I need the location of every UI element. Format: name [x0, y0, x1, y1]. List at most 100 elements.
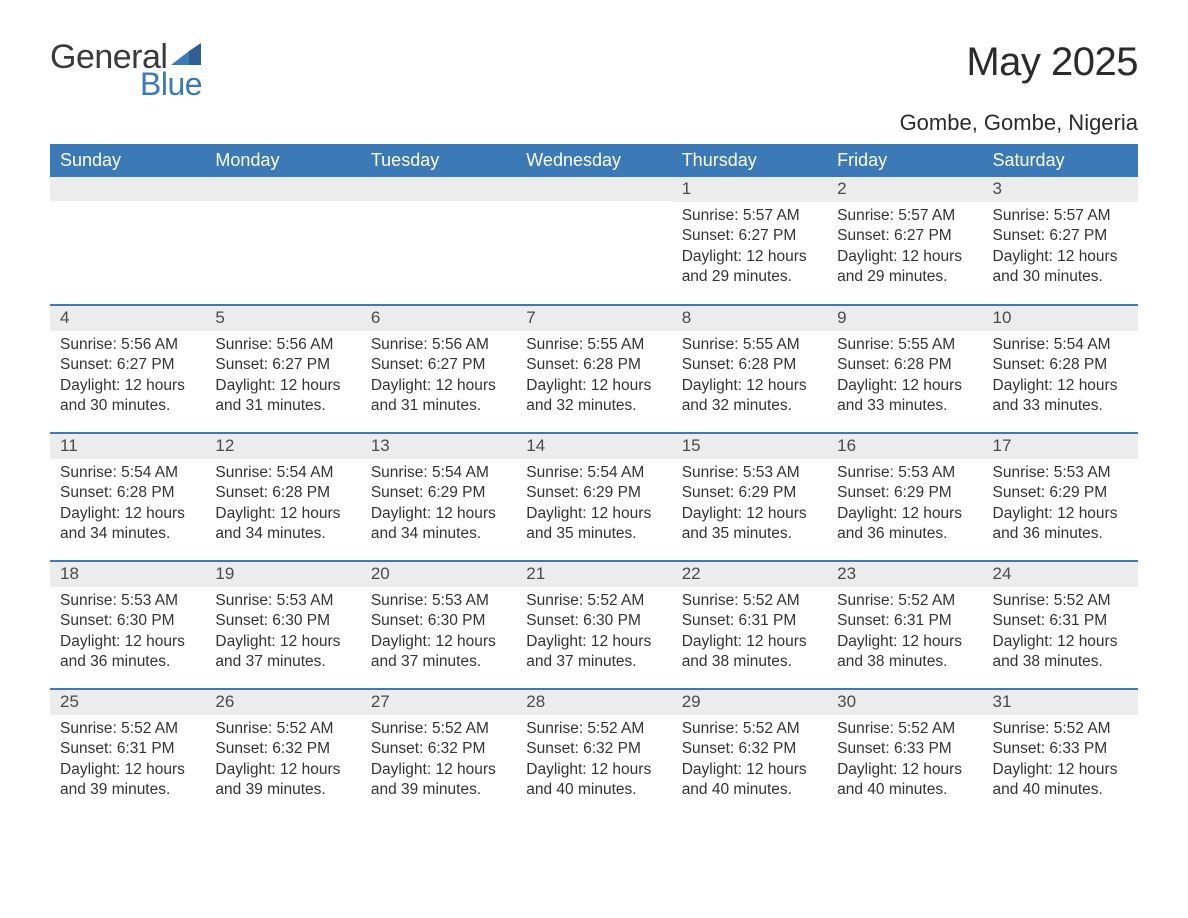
sunrise-line: Sunrise: 5:52 AM	[60, 719, 195, 739]
daylight-line: Daylight: 12 hours and 36 minutes.	[837, 504, 972, 545]
calendar-cell: 24Sunrise: 5:52 AMSunset: 6:31 PMDayligh…	[983, 561, 1138, 689]
sunrise-line: Sunrise: 5:54 AM	[993, 335, 1128, 355]
sunrise-line: Sunrise: 5:56 AM	[371, 335, 506, 355]
daylight-line: Daylight: 12 hours and 31 minutes.	[371, 376, 506, 417]
day-body: Sunrise: 5:54 AMSunset: 6:28 PMDaylight:…	[983, 331, 1138, 423]
day-number: 25	[50, 690, 205, 715]
calendar-cell: 21Sunrise: 5:52 AMSunset: 6:30 PMDayligh…	[516, 561, 671, 689]
day-number: 6	[361, 306, 516, 331]
day-body: Sunrise: 5:56 AMSunset: 6:27 PMDaylight:…	[50, 331, 205, 423]
sunset-line: Sunset: 6:29 PM	[993, 483, 1128, 503]
day-number: 27	[361, 690, 516, 715]
day-number: 3	[983, 177, 1138, 202]
logo: General Blue	[50, 40, 202, 100]
day-body: Sunrise: 5:52 AMSunset: 6:33 PMDaylight:…	[827, 715, 982, 807]
header: General Blue May 2025	[50, 40, 1138, 100]
sunrise-line: Sunrise: 5:52 AM	[526, 591, 661, 611]
day-number: 31	[983, 690, 1138, 715]
daylight-line: Daylight: 12 hours and 29 minutes.	[682, 247, 817, 288]
day-body: Sunrise: 5:52 AMSunset: 6:33 PMDaylight:…	[983, 715, 1138, 807]
calendar-cell: 25Sunrise: 5:52 AMSunset: 6:31 PMDayligh…	[50, 689, 205, 817]
calendar-cell: 23Sunrise: 5:52 AMSunset: 6:31 PMDayligh…	[827, 561, 982, 689]
daylight-line: Daylight: 12 hours and 37 minutes.	[215, 632, 350, 673]
location: Gombe, Gombe, Nigeria	[50, 110, 1138, 136]
sunset-line: Sunset: 6:30 PM	[60, 611, 195, 631]
calendar-cell: 2Sunrise: 5:57 AMSunset: 6:27 PMDaylight…	[827, 177, 982, 305]
day-body: Sunrise: 5:55 AMSunset: 6:28 PMDaylight:…	[827, 331, 982, 423]
day-body: Sunrise: 5:52 AMSunset: 6:31 PMDaylight:…	[50, 715, 205, 807]
day-number: 22	[672, 562, 827, 587]
day-body: Sunrise: 5:54 AMSunset: 6:29 PMDaylight:…	[361, 459, 516, 551]
day-body: Sunrise: 5:56 AMSunset: 6:27 PMDaylight:…	[205, 331, 360, 423]
sunrise-line: Sunrise: 5:56 AM	[215, 335, 350, 355]
calendar-cell: 29Sunrise: 5:52 AMSunset: 6:32 PMDayligh…	[672, 689, 827, 817]
sunrise-line: Sunrise: 5:54 AM	[371, 463, 506, 483]
calendar-cell: 1Sunrise: 5:57 AMSunset: 6:27 PMDaylight…	[672, 177, 827, 305]
calendar-body: 1Sunrise: 5:57 AMSunset: 6:27 PMDaylight…	[50, 177, 1138, 817]
sunset-line: Sunset: 6:27 PM	[215, 355, 350, 375]
daylight-line: Daylight: 12 hours and 35 minutes.	[526, 504, 661, 545]
day-body: Sunrise: 5:57 AMSunset: 6:27 PMDaylight:…	[983, 202, 1138, 294]
daylight-line: Daylight: 12 hours and 39 minutes.	[215, 760, 350, 801]
sunset-line: Sunset: 6:31 PM	[682, 611, 817, 631]
day-number: 17	[983, 434, 1138, 459]
weekday-header: Thursday	[672, 144, 827, 177]
day-body: Sunrise: 5:54 AMSunset: 6:28 PMDaylight:…	[50, 459, 205, 551]
sunrise-line: Sunrise: 5:53 AM	[837, 463, 972, 483]
day-number: 29	[672, 690, 827, 715]
day-number: 21	[516, 562, 671, 587]
day-body: Sunrise: 5:53 AMSunset: 6:30 PMDaylight:…	[361, 587, 516, 679]
day-body: Sunrise: 5:57 AMSunset: 6:27 PMDaylight:…	[672, 202, 827, 294]
sunrise-line: Sunrise: 5:55 AM	[526, 335, 661, 355]
sunset-line: Sunset: 6:28 PM	[215, 483, 350, 503]
calendar-row: 11Sunrise: 5:54 AMSunset: 6:28 PMDayligh…	[50, 433, 1138, 561]
sunset-line: Sunset: 6:27 PM	[837, 226, 972, 246]
day-body: Sunrise: 5:52 AMSunset: 6:32 PMDaylight:…	[361, 715, 516, 807]
sunset-line: Sunset: 6:28 PM	[526, 355, 661, 375]
daylight-line: Daylight: 12 hours and 30 minutes.	[993, 247, 1128, 288]
day-number: 18	[50, 562, 205, 587]
sunrise-line: Sunrise: 5:52 AM	[215, 719, 350, 739]
sunrise-line: Sunrise: 5:52 AM	[993, 719, 1128, 739]
calendar-row: 4Sunrise: 5:56 AMSunset: 6:27 PMDaylight…	[50, 305, 1138, 433]
calendar-cell: 6Sunrise: 5:56 AMSunset: 6:27 PMDaylight…	[361, 305, 516, 433]
calendar-cell: 28Sunrise: 5:52 AMSunset: 6:32 PMDayligh…	[516, 689, 671, 817]
sunset-line: Sunset: 6:32 PM	[371, 739, 506, 759]
sunrise-line: Sunrise: 5:53 AM	[682, 463, 817, 483]
calendar-cell: 22Sunrise: 5:52 AMSunset: 6:31 PMDayligh…	[672, 561, 827, 689]
sunrise-line: Sunrise: 5:52 AM	[526, 719, 661, 739]
sunrise-line: Sunrise: 5:53 AM	[371, 591, 506, 611]
weekday-header: Tuesday	[361, 144, 516, 177]
daylight-line: Daylight: 12 hours and 40 minutes.	[526, 760, 661, 801]
calendar-cell: 30Sunrise: 5:52 AMSunset: 6:33 PMDayligh…	[827, 689, 982, 817]
daylight-line: Daylight: 12 hours and 33 minutes.	[993, 376, 1128, 417]
sunset-line: Sunset: 6:28 PM	[993, 355, 1128, 375]
calendar-cell	[361, 177, 516, 305]
calendar-cell: 20Sunrise: 5:53 AMSunset: 6:30 PMDayligh…	[361, 561, 516, 689]
sunrise-line: Sunrise: 5:56 AM	[60, 335, 195, 355]
day-number: 19	[205, 562, 360, 587]
sunrise-line: Sunrise: 5:57 AM	[682, 206, 817, 226]
day-number: 13	[361, 434, 516, 459]
daylight-line: Daylight: 12 hours and 34 minutes.	[60, 504, 195, 545]
day-number: 26	[205, 690, 360, 715]
day-number-empty	[361, 177, 516, 201]
day-body: Sunrise: 5:54 AMSunset: 6:28 PMDaylight:…	[205, 459, 360, 551]
sunset-line: Sunset: 6:27 PM	[371, 355, 506, 375]
daylight-line: Daylight: 12 hours and 38 minutes.	[837, 632, 972, 673]
calendar-cell: 15Sunrise: 5:53 AMSunset: 6:29 PMDayligh…	[672, 433, 827, 561]
calendar-cell: 18Sunrise: 5:53 AMSunset: 6:30 PMDayligh…	[50, 561, 205, 689]
sunset-line: Sunset: 6:28 PM	[837, 355, 972, 375]
daylight-line: Daylight: 12 hours and 39 minutes.	[371, 760, 506, 801]
day-body: Sunrise: 5:53 AMSunset: 6:30 PMDaylight:…	[50, 587, 205, 679]
calendar-cell: 5Sunrise: 5:56 AMSunset: 6:27 PMDaylight…	[205, 305, 360, 433]
day-number: 30	[827, 690, 982, 715]
day-number: 15	[672, 434, 827, 459]
sunrise-line: Sunrise: 5:54 AM	[215, 463, 350, 483]
day-body: Sunrise: 5:56 AMSunset: 6:27 PMDaylight:…	[361, 331, 516, 423]
sunrise-line: Sunrise: 5:54 AM	[526, 463, 661, 483]
calendar-cell: 7Sunrise: 5:55 AMSunset: 6:28 PMDaylight…	[516, 305, 671, 433]
sunset-line: Sunset: 6:32 PM	[526, 739, 661, 759]
day-number: 20	[361, 562, 516, 587]
day-number: 24	[983, 562, 1138, 587]
